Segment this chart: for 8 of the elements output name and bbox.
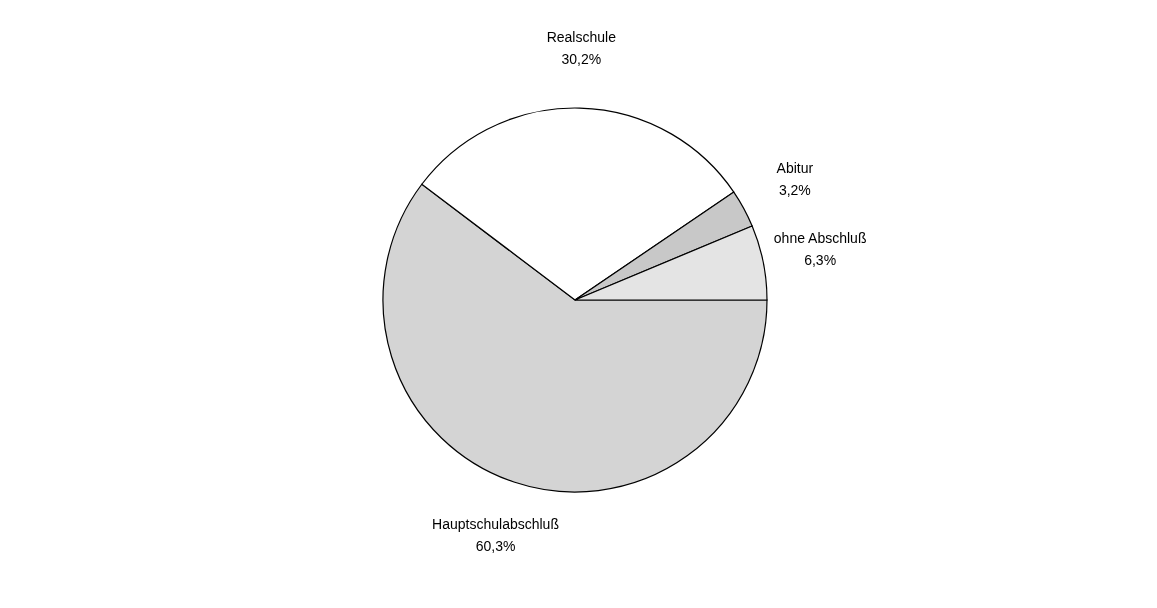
- slice-label: ohne Abschluß: [773, 229, 867, 246]
- data-label: 30,2%: [561, 51, 602, 68]
- slice-label: Hauptschulabschluß: [432, 516, 559, 533]
- data-label: 6,3%: [804, 251, 837, 268]
- slice-label: Realschule: [546, 29, 617, 46]
- data-label: 3,2%: [778, 181, 811, 198]
- data-label: 60,3%: [475, 538, 516, 555]
- slice-label: Abitur: [776, 159, 814, 176]
